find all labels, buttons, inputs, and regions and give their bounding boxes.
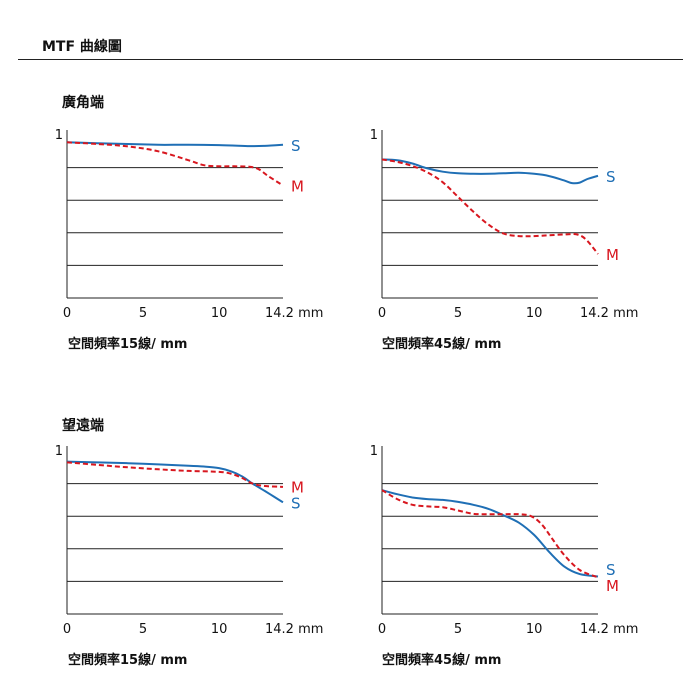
tele-45-xtick-3: 14.2 mm — [580, 622, 638, 637]
tele-45-xtick-1: 5 — [454, 622, 462, 637]
wide-45-ytick-1: 1 — [370, 128, 378, 143]
wide-15-series-m-line — [66, 141, 284, 187]
tele-15-xtick-1: 5 — [139, 622, 147, 637]
tele-45-series-s-label: S — [606, 561, 616, 579]
wide-45-xtick-0: 0 — [378, 306, 386, 321]
tele-45-xtick-2: 10 — [526, 622, 543, 637]
section-title-wide: 廣角端 — [62, 95, 104, 111]
page-title: MTF 曲線圖 — [42, 39, 122, 55]
tele-15-series-s-label: S — [291, 495, 301, 513]
caption-tele-45: 空間頻率45線/ mm — [382, 653, 502, 668]
tele-15-series-m-line — [66, 461, 284, 488]
wide-15-xtick-2: 10 — [211, 306, 228, 321]
tele-45-series-m-label: M — [606, 577, 619, 595]
section-title-tele: 望遠端 — [62, 418, 104, 434]
tele-45-series-m-line — [381, 489, 599, 579]
tele-45-ytick-1: 1 — [370, 444, 378, 459]
wide-45-xtick-3: 14.2 mm — [580, 306, 638, 321]
wide-15-series-m-label: M — [291, 178, 304, 196]
wide-45-series-s-line — [381, 158, 599, 185]
wide-15-xtick-3: 14.2 mm — [265, 306, 323, 321]
tele-15-xtick-0: 0 — [63, 622, 71, 637]
tele-15-series-s-line — [66, 460, 284, 504]
wide-45-series-m-line — [381, 158, 599, 255]
tele-15-xtick-2: 10 — [211, 622, 228, 637]
wide-15-ytick-1: 1 — [55, 128, 63, 143]
title-divider — [18, 59, 683, 60]
wide-15-xtick-0: 0 — [63, 306, 71, 321]
tele-45-xtick-0: 0 — [378, 622, 386, 637]
tele-45-series-s-line — [381, 489, 599, 578]
caption-wide-45: 空間頻率45線/ mm — [382, 337, 502, 352]
wide-45-series-m-label: M — [606, 246, 619, 264]
wide-15-series-s-line — [66, 141, 284, 148]
wide-15-xtick-1: 5 — [139, 306, 147, 321]
tele-15-ytick-1: 1 — [55, 444, 63, 459]
tele-15-series-m-label: M — [291, 479, 304, 497]
caption-tele-15: 空間頻率15線/ mm — [68, 653, 188, 668]
caption-wide-15: 空間頻率15線/ mm — [68, 337, 188, 352]
wide-45-xtick-2: 10 — [526, 306, 543, 321]
wide-15-series-s-label: S — [291, 137, 301, 155]
wide-45-xtick-1: 5 — [454, 306, 462, 321]
wide-45-series-s-label: S — [606, 168, 616, 186]
tele-15-xtick-3: 14.2 mm — [265, 622, 323, 637]
